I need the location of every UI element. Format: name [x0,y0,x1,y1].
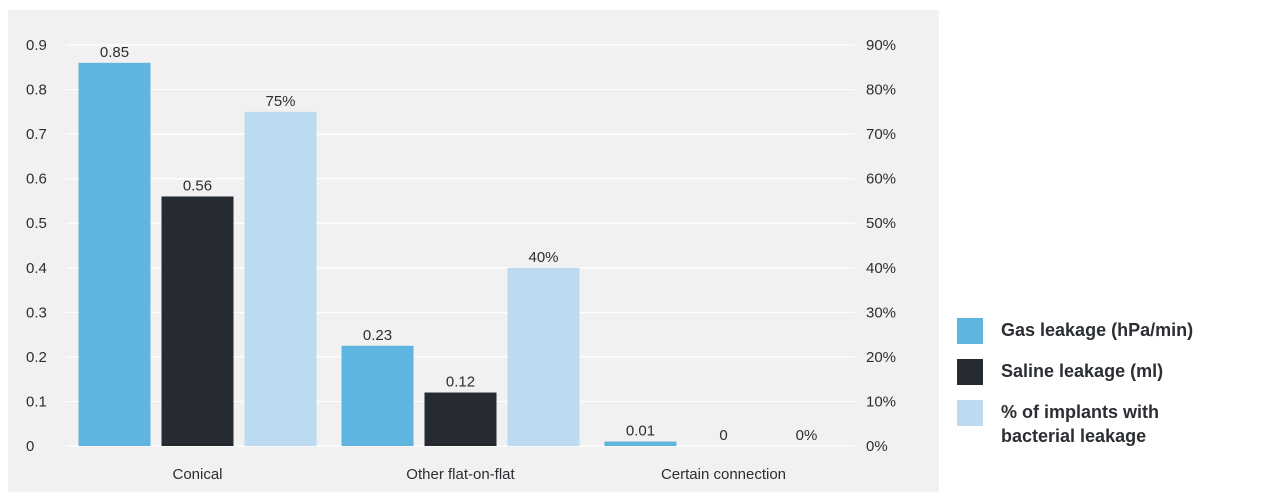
y-right-tick-label: 20% [866,349,896,366]
y-right-tick-label: 70% [866,126,896,143]
y-left-tick-label: 0.7 [26,126,47,143]
bar-gas-leakage-hpa-min-other-flat-on-flat [341,345,414,446]
y-left-tick-label: 0.8 [26,82,47,99]
data-label: 40% [528,249,558,266]
bar-saline-leakage-ml-other-flat-on-flat [424,392,497,446]
x-tick-label: Other flat-on-flat [406,466,515,483]
legend-label-saline-leakage: Saline leakage (ml) [1001,361,1164,381]
y-left-tick-label: 0.2 [26,349,47,366]
y-left-tick-label: 0.9 [26,37,47,54]
legend-swatch-gas-leakage [957,318,983,344]
y-left-tick-label: 0.1 [26,393,47,410]
y-right-tick-label: 90% [866,37,896,54]
bar-of-implants-with-bacterial-leakage-conical [244,111,317,446]
y-right-tick-label: 40% [866,260,896,277]
data-label: 0.01 [626,423,655,440]
data-label: 0% [796,427,818,444]
bar-gas-leakage-hpa-min-conical [78,62,151,446]
y-left-tick-label: 0 [26,438,34,455]
legend-swatch-bacterial-leakage [957,400,983,426]
bar-of-implants-with-bacterial-leakage-other-flat-on-flat [507,267,580,446]
data-label: 0.23 [363,327,392,344]
y-right-tick-label: 0% [866,438,888,455]
y-left-tick-label: 0.3 [26,304,47,321]
data-label: 75% [265,93,295,110]
y-left-tick-label: 0.6 [26,171,47,188]
legend-swatch-saline-leakage [957,359,983,385]
legend-item-bacterial-leakage: % of implants with bacterial leakage [957,400,1257,448]
legend-label-bacterial-leakage: % of implants with bacterial leakage [1001,402,1160,446]
y-right-tick-label: 50% [866,215,896,232]
data-label: 0 [719,427,727,444]
y-right-tick-label: 80% [866,82,896,99]
data-label: 0.56 [183,177,212,194]
legend: Gas leakage (hPa/min) Saline leakage (ml… [957,318,1257,463]
y-left-tick-label: 0.4 [26,260,47,277]
y-right-tick-label: 30% [866,304,896,321]
legend-item-gas-leakage: Gas leakage (hPa/min) [957,318,1257,344]
y-right-tick-label: 60% [866,171,896,188]
legend-item-saline-leakage: Saline leakage (ml) [957,359,1257,385]
x-tick-label: Conical [172,466,222,483]
bar-saline-leakage-ml-conical [161,196,234,446]
y-right-tick-label: 10% [866,393,896,410]
data-label: 0.85 [100,44,129,61]
bar-gas-leakage-hpa-min-certain-connection [604,441,677,446]
x-tick-label: Certain connection [661,466,786,483]
data-label: 0.12 [446,374,475,391]
legend-label-gas-leakage: Gas leakage (hPa/min) [1001,320,1194,340]
y-left-tick-label: 0.5 [26,215,47,232]
